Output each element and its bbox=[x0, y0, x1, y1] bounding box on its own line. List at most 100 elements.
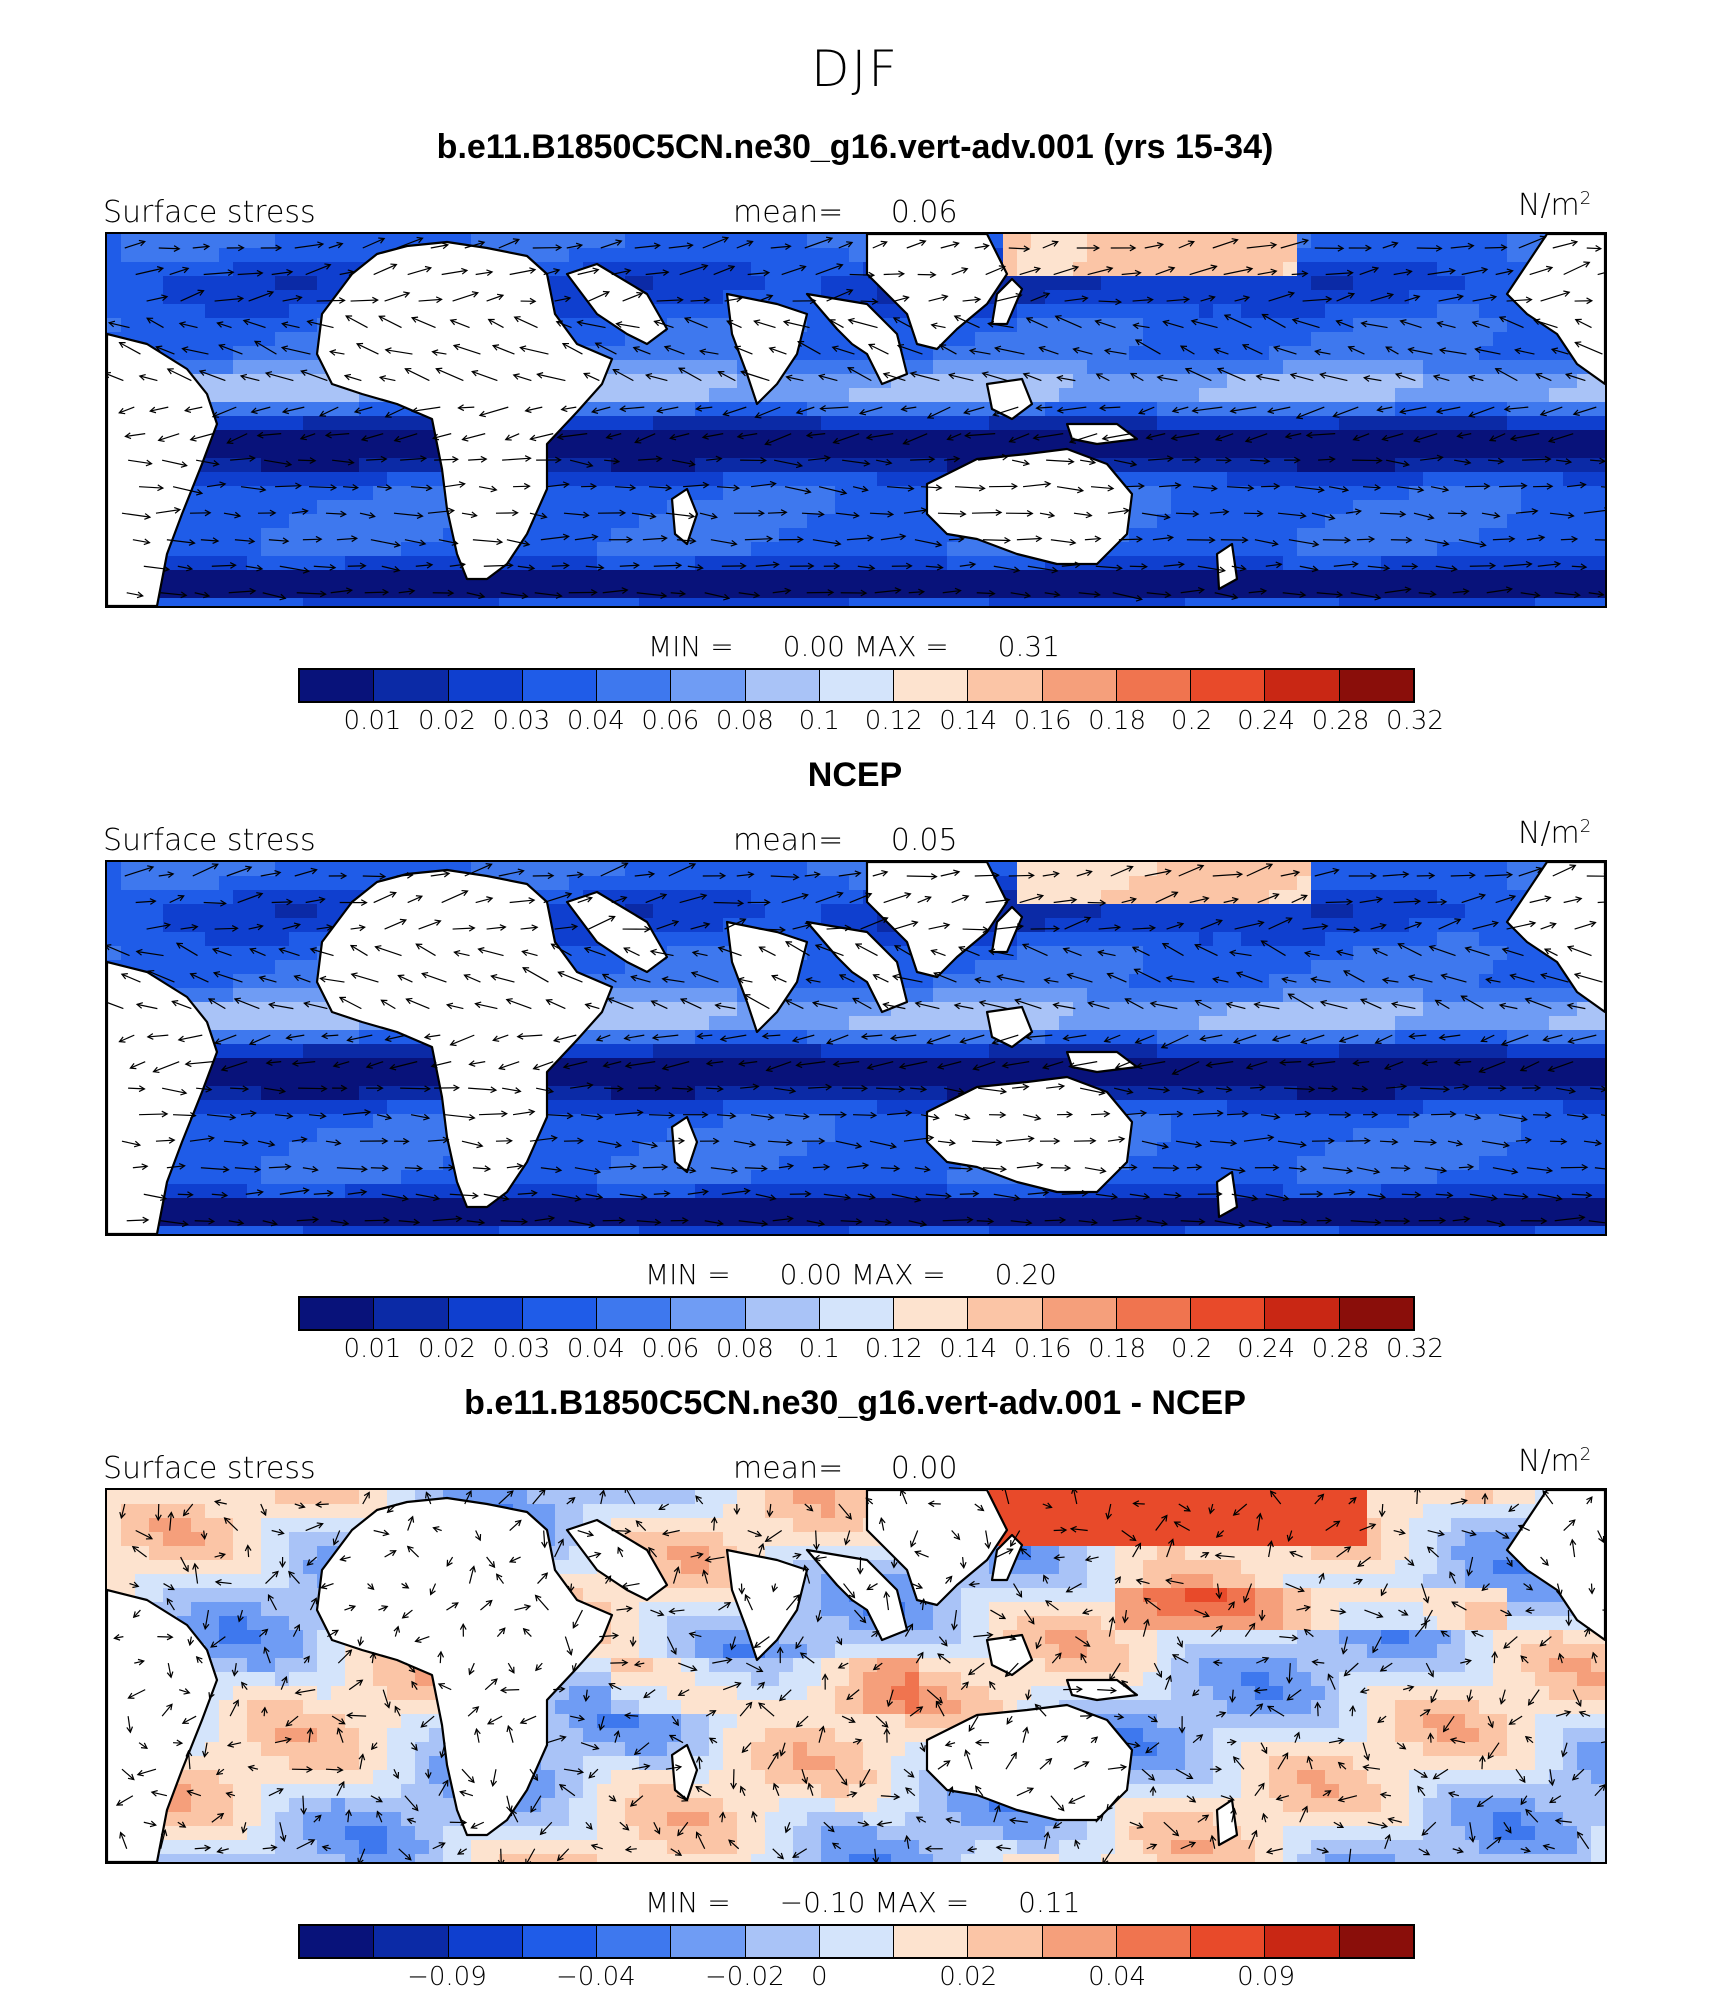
colorbar-swatch bbox=[1116, 1926, 1192, 1957]
panel-2-max-value: 0.20 bbox=[994, 1258, 1057, 1291]
colorbar-tick-label: 0.16 bbox=[1013, 1334, 1072, 1364]
colorbar-swatch bbox=[968, 1298, 1043, 1329]
colorbar-tick-label: 0.12 bbox=[864, 1334, 923, 1364]
panel-2-max-label: MAX = bbox=[850, 1258, 946, 1291]
panel-3-title: b.e11.B1850C5CN.ne30_g16.vert-adv.001 - … bbox=[464, 1384, 1246, 1422]
colorbar-swatch bbox=[1042, 1926, 1117, 1957]
colorbar-swatch bbox=[597, 1298, 672, 1329]
colorbar-tick-label: 0.18 bbox=[1088, 1334, 1147, 1364]
colorbar-tick-label: 0.24 bbox=[1237, 706, 1296, 736]
colorbar-swatch bbox=[1265, 1298, 1340, 1329]
panel-3-map bbox=[105, 1488, 1607, 1864]
colorbar-tick-label: 0.01 bbox=[343, 1334, 402, 1364]
colorbar-tick-label: 0.09 bbox=[1237, 1962, 1296, 1992]
colorbar-tick-label: 0.02 bbox=[939, 1962, 998, 1992]
colorbar-tick-label: 0 bbox=[810, 1962, 828, 1992]
colorbar-swatch bbox=[819, 670, 895, 701]
colorbar-swatch bbox=[374, 1926, 449, 1957]
colorbar-tick-label: 0.02 bbox=[417, 706, 476, 736]
panel-3-colorbar-ticks: −0.09 −0.04 −0.02 0 0.02 0.04 0.09 bbox=[298, 1962, 1415, 1996]
panel-3-units: N/m2 bbox=[1518, 1444, 1591, 1479]
panel-3-mean-value: 0.00 bbox=[890, 1451, 958, 1486]
panel-2-units: N/m2 bbox=[1518, 816, 1591, 851]
colorbar-swatch bbox=[597, 670, 672, 701]
panel-2-mean-value: 0.05 bbox=[890, 823, 958, 858]
panel-3-map-svg bbox=[107, 1490, 1605, 1862]
panel-3-units-base: N/m bbox=[1518, 1444, 1580, 1479]
colorbar-swatch bbox=[448, 1926, 523, 1957]
panel-2-colorbar-ticks: 0.01 0.02 0.03 0.04 0.06 0.08 0.1 0.12 0.14 0.16 0… bbox=[298, 1334, 1444, 1368]
colorbar-tick-label: 0.2 bbox=[1170, 1334, 1213, 1364]
panel-1-mean-value: 0.06 bbox=[890, 195, 958, 230]
colorbar-tick-label: 0.04 bbox=[566, 706, 625, 736]
panel-2-minmax: MIN = 0.00 MAX = 0.20 bbox=[645, 1258, 1057, 1291]
colorbar-tick-label: 0.04 bbox=[1088, 1962, 1147, 1992]
colorbar-tick-label: −0.09 bbox=[407, 1962, 487, 1992]
colorbar-tick-label: 0.32 bbox=[1386, 1334, 1444, 1364]
colorbar-swatch bbox=[1042, 670, 1117, 701]
panel-3-units-sup: 2 bbox=[1579, 1444, 1592, 1465]
panel-3-minmax: MIN = −0.10 MAX = 0.11 bbox=[645, 1886, 1080, 1919]
panel-3-variable-label: Surface stress bbox=[103, 1451, 316, 1486]
panel-2-title: NCEP bbox=[807, 756, 903, 794]
panel-2-colorbar bbox=[298, 1296, 1415, 1331]
panel-1-variable-label: Surface stress bbox=[103, 195, 316, 230]
colorbar-swatch bbox=[1191, 1926, 1266, 1957]
panel-2-min-label: MIN = bbox=[645, 1258, 731, 1291]
colorbar-swatch bbox=[522, 1926, 598, 1957]
colorbar-tick-label: 0.03 bbox=[492, 706, 551, 736]
colorbar-swatch bbox=[1265, 1926, 1340, 1957]
colorbar-tick-label: 0.18 bbox=[1088, 706, 1147, 736]
panel-1-max-value: 0.31 bbox=[997, 630, 1060, 663]
colorbar-tick-label: 0.03 bbox=[492, 1334, 551, 1364]
colorbar-swatch bbox=[1191, 1298, 1266, 1329]
panel-1-title: b.e11.B1850C5CN.ne30_g16.vert-adv.001 (y… bbox=[436, 128, 1274, 166]
colorbar-tick-label: 0.14 bbox=[939, 706, 998, 736]
continents bbox=[107, 862, 1605, 1234]
panel-2-mean: mean= 0.05 bbox=[733, 823, 958, 858]
panel-1-map bbox=[105, 232, 1607, 608]
field-shading bbox=[107, 234, 1605, 606]
colorbar-tick-label: 0.12 bbox=[864, 706, 923, 736]
colorbar-tick-label: 0.1 bbox=[798, 706, 840, 736]
colorbar-swatch bbox=[374, 670, 449, 701]
colorbar-swatch bbox=[597, 1926, 672, 1957]
panel-1-colorbar-ticks: 0.01 0.02 0.03 0.04 0.06 0.08 0.1 0.12 0.14 0.16 0… bbox=[298, 706, 1444, 740]
panel-1-map-svg bbox=[107, 234, 1605, 606]
colorbar-tick-label: 0.1 bbox=[798, 1334, 840, 1364]
panel-3-mean: mean= 0.00 bbox=[733, 1451, 958, 1486]
stress-vectors bbox=[113, 1490, 1605, 1862]
panel-1-mean-label: mean= bbox=[733, 195, 844, 230]
panel-3-max-label: MAX = bbox=[874, 1886, 970, 1919]
colorbar-swatch bbox=[671, 670, 746, 701]
colorbar-swatch bbox=[968, 1926, 1043, 1957]
panel-1-units-sup: 2 bbox=[1579, 188, 1592, 209]
continents bbox=[107, 234, 1605, 606]
colorbar-swatch bbox=[1116, 670, 1192, 701]
colorbar-swatch bbox=[448, 670, 523, 701]
colorbar-tick-label: 0.06 bbox=[641, 706, 700, 736]
colorbar-swatch bbox=[745, 1298, 820, 1329]
colorbar-swatch bbox=[522, 670, 598, 701]
panel-1-units: N/m2 bbox=[1518, 188, 1591, 223]
colorbar-swatch bbox=[1191, 670, 1266, 701]
panel-3-max-value: 0.11 bbox=[1018, 1886, 1081, 1919]
colorbar-swatch bbox=[745, 1926, 820, 1957]
colorbar-swatch bbox=[819, 1926, 895, 1957]
colorbar-swatch bbox=[522, 1298, 598, 1329]
panel-2-units-base: N/m bbox=[1518, 816, 1580, 851]
panel-1-mean: mean= 0.06 bbox=[733, 195, 958, 230]
panel-3-min-label: MIN = bbox=[645, 1886, 731, 1919]
colorbar-swatch bbox=[745, 670, 820, 701]
colorbar-tick-label: 0.2 bbox=[1170, 706, 1213, 736]
panel-1-max-label: MAX = bbox=[853, 630, 949, 663]
colorbar-swatch bbox=[894, 1298, 969, 1329]
colorbar-swatch bbox=[1265, 670, 1340, 701]
colorbar-tick-label: 0.28 bbox=[1311, 706, 1370, 736]
panel-2-mean-label: mean= bbox=[733, 823, 844, 858]
colorbar-swatch bbox=[300, 1926, 375, 1957]
panel-2-map bbox=[105, 860, 1607, 1236]
colorbar-swatch bbox=[894, 1926, 969, 1957]
panel-2-map-svg bbox=[107, 862, 1605, 1234]
colorbar-swatch bbox=[1042, 1298, 1117, 1329]
